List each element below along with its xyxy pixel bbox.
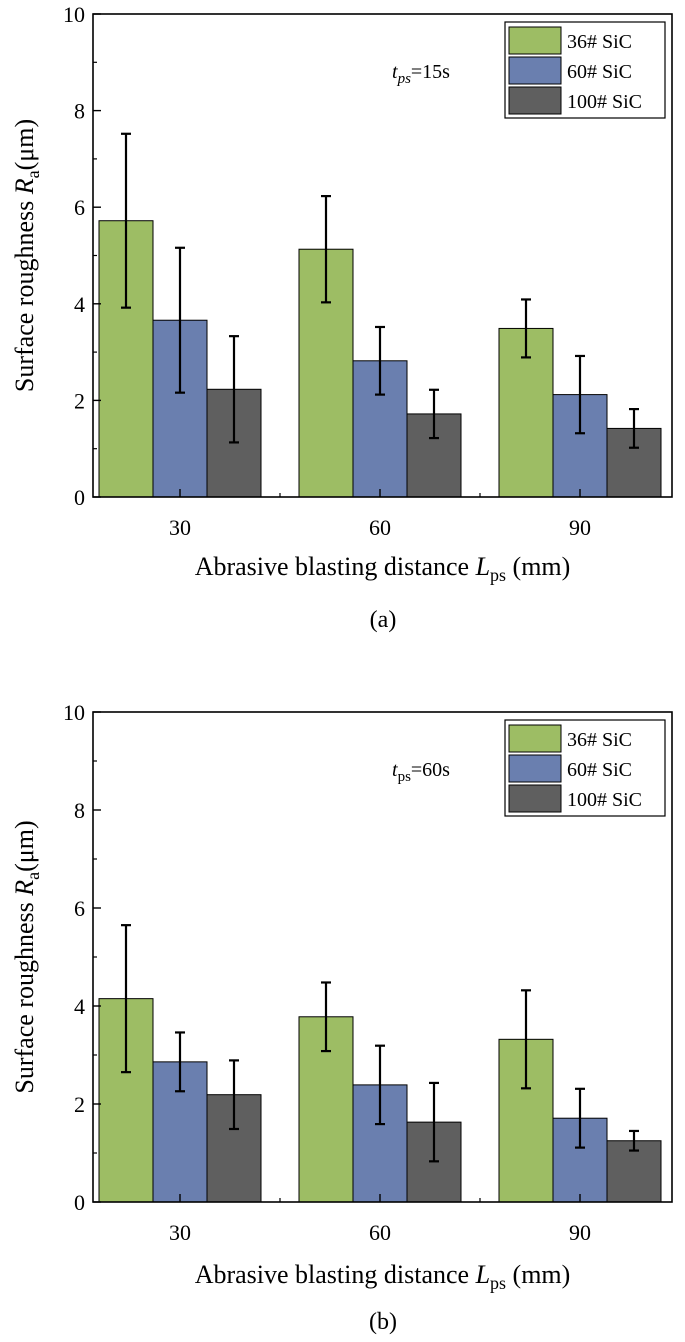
legend: 36# SiC 60# SiC 100# SiC (504, 21, 666, 119)
legend-swatch (508, 784, 562, 813)
legend-swatch (508, 86, 562, 115)
x-tick-label: 60 (369, 1220, 391, 1245)
error-bar (175, 246, 185, 394)
panel-caption: (a) (370, 607, 397, 633)
error-bar (629, 407, 639, 449)
time-annotation: tps=60s (392, 759, 450, 785)
error-bar (429, 388, 439, 440)
legend-label: 36# SiC (567, 31, 632, 53)
y-tick-label: 0 (74, 485, 85, 510)
chart-panel-b: 0 2 4 6 8 10 30 60 90 Abrasive blasting distance … (10, 700, 673, 1335)
legend-label: 60# SiC (567, 759, 632, 781)
x-axis-title: Abrasive blasting distance Lps (mm) (195, 552, 571, 585)
legend-swatch (508, 754, 562, 783)
error-bar (121, 924, 131, 1074)
x-tick-label: 30 (169, 1220, 191, 1245)
y-tick-label: 2 (74, 388, 85, 413)
y-axis-title: Surface roughness Ra(μm) (10, 820, 43, 1093)
legend-label: 60# SiC (567, 61, 632, 83)
chart-panel-a: 0 2 4 6 8 10 30 60 90 Abrasive blasting distance … (10, 2, 673, 633)
error-bar (575, 1087, 585, 1149)
legend-label: 100# SiC (567, 91, 642, 113)
x-axis-title: Abrasive blasting distance Lps (mm) (195, 1260, 571, 1293)
x-tick-label: 90 (569, 515, 591, 540)
error-bar (175, 1031, 185, 1093)
x-tick-label: 60 (369, 515, 391, 540)
error-bar (375, 325, 385, 396)
error-bar (521, 989, 531, 1090)
y-tick-label: 10 (63, 700, 85, 725)
error-bar (429, 1081, 439, 1163)
error-bar (521, 298, 531, 359)
y-tick-label: 4 (74, 994, 85, 1019)
y-tick-label: 10 (63, 2, 85, 27)
legend-label: 100# SiC (567, 789, 642, 811)
x-tick-label: 30 (169, 515, 191, 540)
error-bar (321, 194, 331, 304)
error-bar (375, 1044, 385, 1126)
error-bar (229, 1059, 239, 1131)
time-annotation: tps=15s (392, 61, 450, 87)
bar-90-100-sic (606, 1140, 662, 1203)
y-tick-label: 8 (74, 99, 85, 124)
error-bar (321, 981, 331, 1053)
y-tick-label: 0 (74, 1190, 85, 1215)
legend-swatch (508, 56, 562, 85)
error-bar (629, 1129, 639, 1152)
legend-swatch (508, 724, 562, 753)
error-bar (229, 335, 239, 444)
y-tick-label: 4 (74, 292, 85, 317)
y-tick-label: 2 (74, 1092, 85, 1117)
x-tick-label: 90 (569, 1220, 591, 1245)
y-axis-title: Surface roughness Ra(μm) (10, 119, 43, 392)
y-tick-label: 6 (74, 896, 85, 921)
y-tick-label: 8 (74, 798, 85, 823)
error-bar (121, 132, 131, 309)
error-bar (575, 354, 585, 435)
legend: 36# SiC 60# SiC 100# SiC (504, 719, 666, 817)
y-tick-label: 6 (74, 195, 85, 220)
legend-label: 36# SiC (567, 729, 632, 751)
legend-swatch (508, 26, 562, 55)
panel-caption: (b) (369, 1309, 397, 1335)
